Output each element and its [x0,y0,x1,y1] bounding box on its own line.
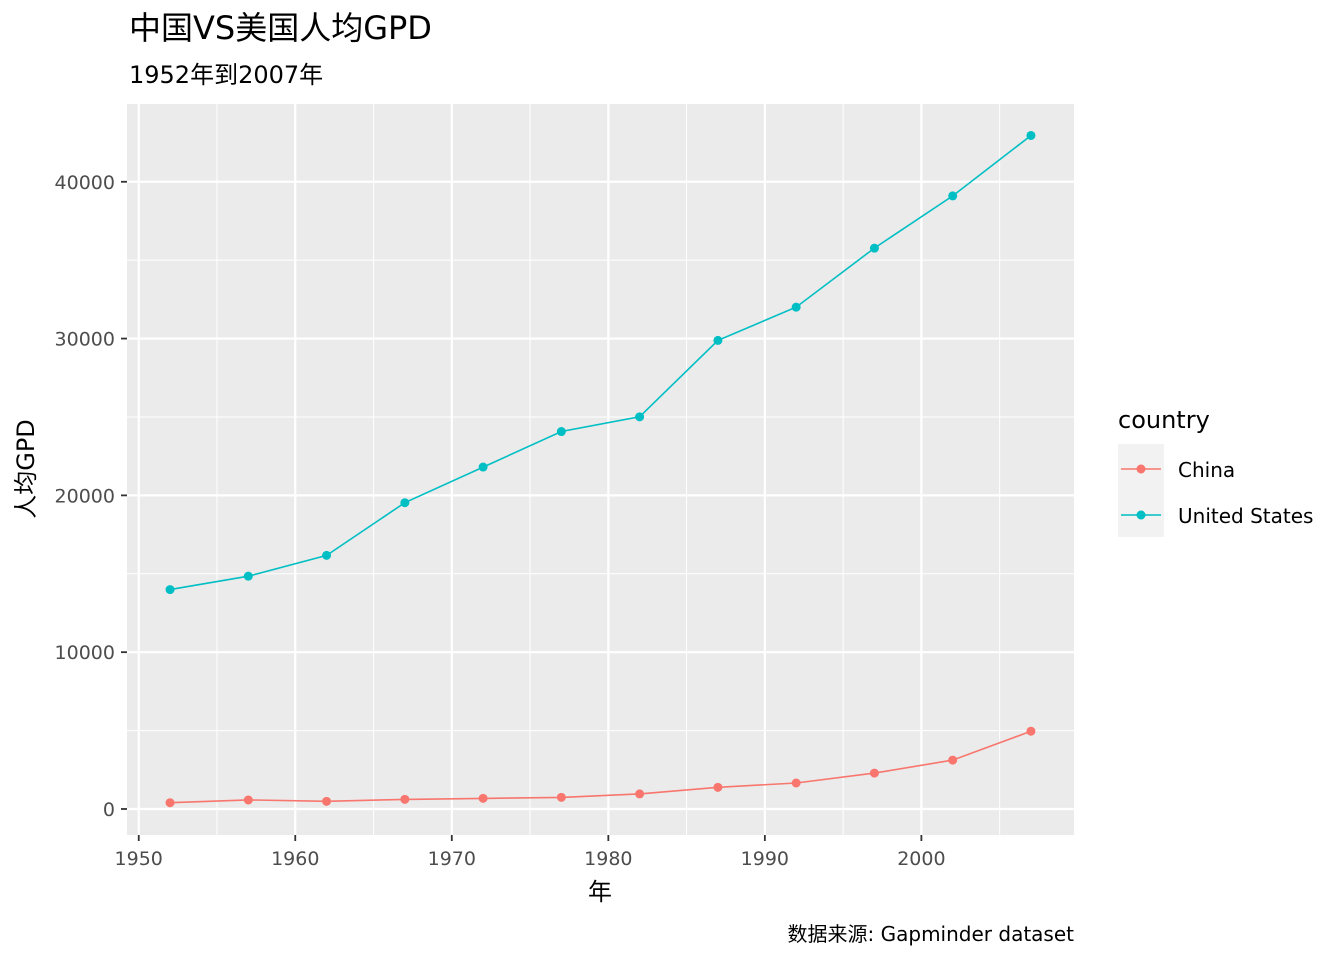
x-tick-label: 2000 [897,848,945,870]
data-point-united-states [869,243,879,253]
data-point-china [400,794,410,804]
x-tick-label: 1980 [584,848,632,870]
y-tick-label: 10000 [55,642,115,664]
y-tick-label: 0 [103,799,115,821]
legend-key-point-united-states [1136,510,1146,520]
data-point-china [948,755,958,765]
data-point-china [635,789,645,799]
chart-title: 中国VS美国人均GPD [129,9,432,47]
legend-title: country [1118,406,1210,434]
data-point-china [1026,726,1036,736]
data-point-united-states [322,550,332,560]
data-point-china [556,792,566,802]
y-tick-label: 20000 [55,485,115,507]
x-tick-label: 1970 [428,848,476,870]
y-tick-label: 30000 [55,329,115,351]
grid-major [127,104,1074,835]
y-axis-title: 人均GPD [12,419,40,519]
data-point-united-states [635,412,645,422]
grid-minor [127,104,1074,835]
data-point-china [791,778,801,788]
plot-panel [127,104,1074,835]
data-point-united-states [713,335,723,345]
data-point-united-states [1026,130,1036,140]
axis-ticks: 1950 1960 1970 1980 1990 20000100002000030000… [55,172,946,870]
data-point-china [322,796,332,806]
legend-label-united-states: United States [1178,504,1313,528]
caption: 数据来源: Gapminder dataset [788,922,1075,946]
x-axis-title: 年 [588,878,612,906]
data-point-china [869,768,879,778]
data-point-china [165,798,175,808]
legend-keys-background [1118,444,1164,537]
data-point-united-states [948,191,958,201]
data-point-united-states [791,302,801,312]
y-tick-label: 40000 [55,172,115,194]
legend: country China United States [1118,406,1313,537]
data-point-china [478,793,488,803]
legend-label-china: China [1178,458,1235,482]
data-point-united-states [400,498,410,508]
x-tick-label: 1950 [115,848,163,870]
data-point-united-states [478,462,488,472]
data-point-united-states [165,585,175,595]
x-tick-label: 1990 [741,848,789,870]
data-point-china [243,795,253,805]
x-tick-label: 1960 [271,848,319,870]
data-point-united-states [243,571,253,581]
data-point-united-states [556,427,566,437]
chart-subtitle: 1952年到2007年 [129,61,323,89]
data-point-china [713,782,723,792]
series-line-united-states [169,134,1032,591]
series-layer [165,130,1036,808]
series-line-china [169,730,1032,804]
legend-key-point-china [1136,464,1146,474]
